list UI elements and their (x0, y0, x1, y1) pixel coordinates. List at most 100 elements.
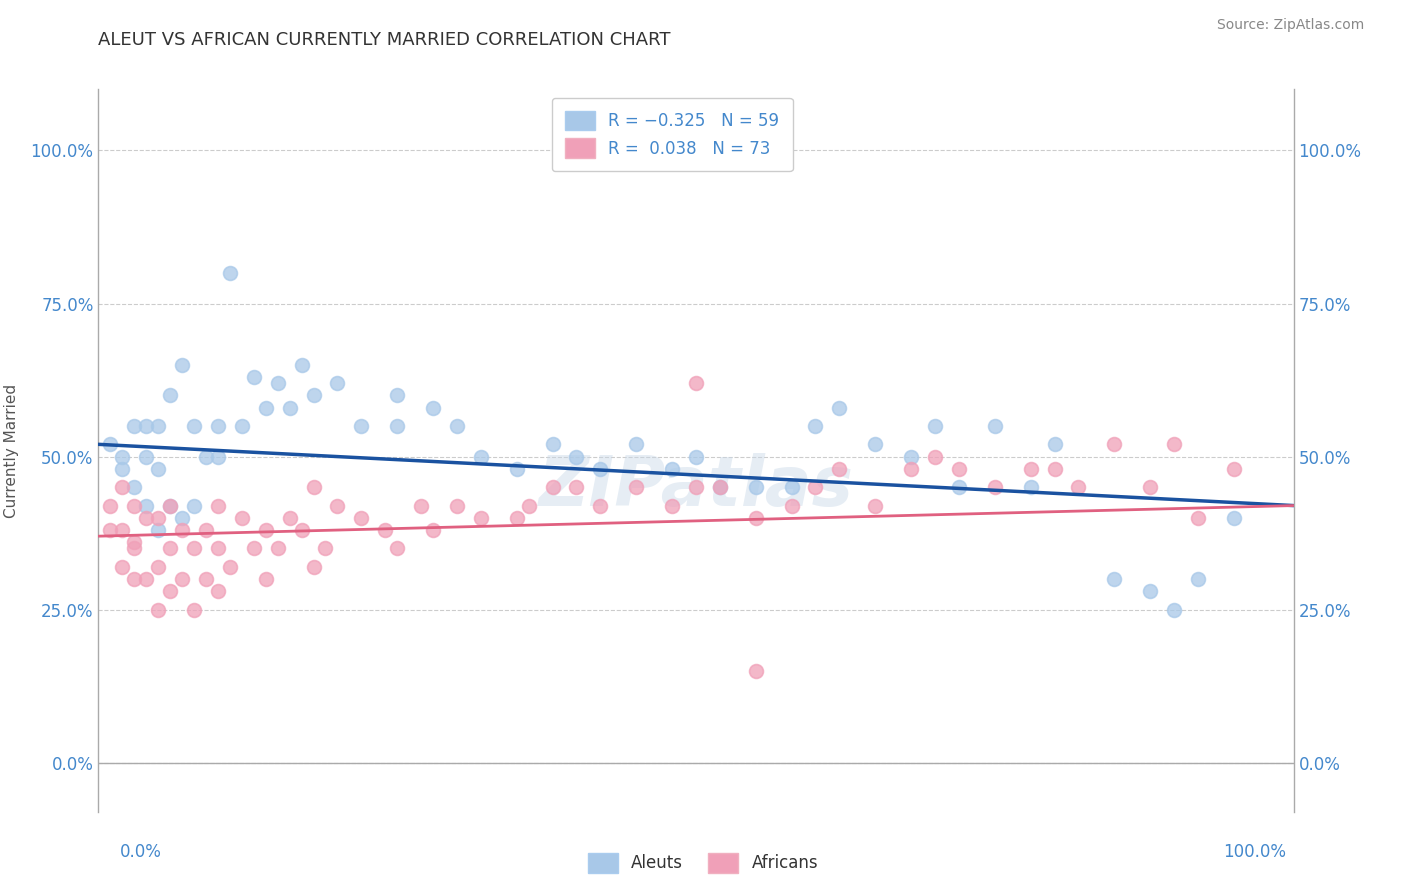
Point (506, 511, 529, 525)
Point (183, 419, 205, 434)
Point (207, 419, 229, 434)
Point (948, 462, 970, 476)
Point (828, 462, 851, 476)
Point (291, 358, 314, 372)
Point (148, 511, 170, 525)
Point (98, 437, 122, 451)
Point (626, 480, 648, 494)
Point (446, 499, 468, 513)
Point (254, 572, 277, 586)
Point (183, 499, 205, 513)
Point (1104, 572, 1126, 586)
Point (374, 523, 396, 537)
Point (804, 419, 827, 434)
Point (1223, 462, 1246, 476)
Text: Source: ZipAtlas.com: Source: ZipAtlas.com (1216, 18, 1364, 32)
Point (159, 541, 181, 556)
Point (111, 450, 134, 464)
Point (828, 401, 851, 415)
Point (685, 480, 707, 494)
Point (506, 462, 529, 476)
Point (159, 584, 181, 599)
Point (111, 559, 134, 574)
Point (183, 541, 205, 556)
Point (243, 370, 266, 384)
Point (948, 480, 970, 494)
Point (111, 523, 134, 537)
Point (135, 511, 157, 525)
Point (124, 480, 146, 494)
Point (661, 499, 683, 513)
Point (148, 559, 170, 574)
Point (267, 541, 290, 556)
Point (350, 511, 373, 525)
Point (900, 450, 922, 464)
Point (172, 523, 194, 537)
Point (243, 541, 266, 556)
Point (172, 572, 194, 586)
Point (1187, 511, 1209, 525)
Point (900, 462, 922, 476)
Point (446, 419, 468, 434)
Point (865, 437, 887, 451)
Point (709, 480, 731, 494)
Point (1019, 480, 1042, 494)
Text: ALEUT VS AFRICAN CURRENTLY MARRIED CORRELATION CHART: ALEUT VS AFRICAN CURRENTLY MARRIED CORRE… (98, 31, 671, 49)
Point (315, 541, 337, 556)
Text: 100.0%: 100.0% (1223, 843, 1286, 861)
Point (159, 499, 181, 513)
Point (135, 572, 157, 586)
Point (148, 419, 170, 434)
Point (124, 535, 146, 549)
Point (685, 376, 707, 390)
Point (195, 523, 218, 537)
Point (411, 499, 433, 513)
Point (207, 450, 229, 464)
Point (124, 419, 146, 434)
Point (135, 450, 157, 464)
Point (111, 462, 134, 476)
Point (709, 480, 731, 494)
Point (422, 401, 444, 415)
Point (326, 499, 349, 513)
Point (804, 480, 827, 494)
Point (589, 499, 612, 513)
Point (984, 480, 1007, 494)
Text: ZIPatlas: ZIPatlas (538, 453, 853, 520)
Point (124, 572, 146, 586)
Point (302, 388, 325, 402)
Point (302, 480, 325, 494)
Point (124, 541, 146, 556)
Point (589, 462, 612, 476)
Point (385, 541, 409, 556)
Point (98, 523, 122, 537)
Point (541, 437, 564, 451)
Point (1043, 437, 1066, 451)
Point (385, 419, 409, 434)
Point (254, 401, 277, 415)
Point (1163, 602, 1185, 616)
Point (685, 450, 707, 464)
Point (159, 388, 181, 402)
Point (207, 541, 229, 556)
Point (183, 602, 205, 616)
Point (291, 523, 314, 537)
Point (422, 523, 444, 537)
Point (1139, 584, 1161, 599)
Point (135, 419, 157, 434)
Point (780, 480, 803, 494)
Point (350, 419, 373, 434)
Point (302, 559, 325, 574)
Point (172, 511, 194, 525)
Point (124, 499, 146, 513)
Point (1019, 462, 1042, 476)
Point (207, 499, 229, 513)
Point (780, 499, 803, 513)
Point (984, 419, 1007, 434)
Point (541, 480, 564, 494)
Point (924, 419, 946, 434)
Point (745, 664, 768, 678)
Point (207, 584, 229, 599)
Point (626, 437, 648, 451)
Point (254, 523, 277, 537)
